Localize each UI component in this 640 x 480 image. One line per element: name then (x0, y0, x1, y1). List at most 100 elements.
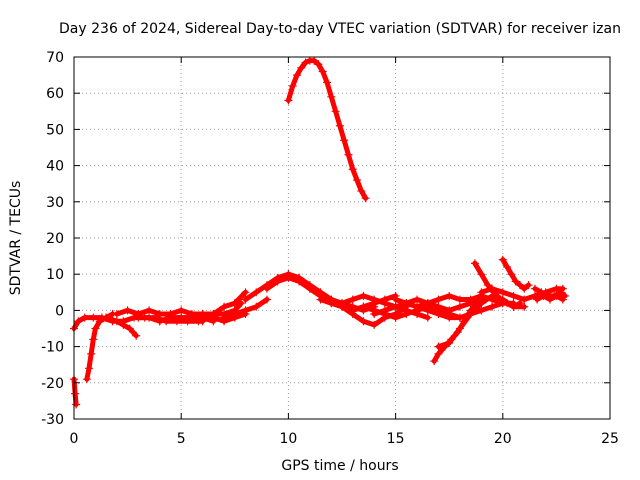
y-tick-label: -30 (41, 412, 64, 428)
data-point (470, 259, 480, 268)
data-point (380, 299, 389, 308)
data-point (155, 309, 164, 319)
data-point (430, 356, 439, 366)
data-point (359, 291, 368, 301)
data-point (515, 299, 525, 308)
data-point (496, 295, 505, 304)
data-point (477, 306, 486, 315)
data-point (533, 295, 542, 304)
y-tick-label: 20 (46, 231, 64, 247)
data-point (209, 309, 218, 319)
data-point (455, 295, 465, 304)
y-tick-label: 60 (46, 86, 64, 102)
data-point (144, 306, 154, 315)
data-point (423, 313, 432, 322)
series-arc-25 (533, 291, 567, 304)
data-point (134, 313, 143, 322)
data-point (445, 291, 454, 301)
data-point (112, 317, 121, 326)
data-point (310, 56, 319, 65)
data-point (80, 313, 89, 322)
data-point (284, 270, 293, 279)
data-point (219, 313, 229, 322)
grid (74, 57, 610, 419)
data-point (241, 306, 250, 315)
data-point (402, 309, 411, 319)
data-point (284, 96, 293, 105)
data-point (361, 194, 370, 203)
y-tick-label: 40 (46, 159, 64, 175)
data-point (391, 313, 400, 322)
y-tick-label: -20 (41, 376, 64, 392)
data-point (102, 313, 111, 322)
data-point (357, 186, 366, 196)
data-point (305, 280, 314, 290)
data-point (539, 291, 548, 301)
data-point (515, 280, 525, 290)
series-arc-26 (284, 56, 370, 203)
data-point (348, 306, 357, 315)
data-point (252, 288, 261, 297)
data-point (359, 317, 368, 326)
data-point (487, 284, 497, 293)
data-point (477, 299, 486, 308)
data-point (412, 302, 422, 311)
series-arc-9 (209, 288, 250, 319)
data-point (530, 284, 540, 293)
data-point (509, 302, 518, 311)
data-point (423, 306, 432, 315)
data-point (370, 295, 379, 304)
data-point (241, 288, 250, 297)
series-arc-12 (262, 273, 400, 315)
data-point (125, 324, 134, 333)
data-point (520, 295, 529, 304)
data-point (89, 335, 98, 344)
data-point (477, 270, 486, 279)
data-point (402, 299, 411, 308)
data-point (295, 273, 304, 282)
data-point (132, 331, 141, 340)
series-arc-22 (498, 255, 533, 293)
data-point (262, 284, 272, 293)
data-point (119, 320, 128, 329)
y-tick-label: 0 (55, 303, 64, 319)
data-point (487, 302, 497, 311)
data-point (352, 175, 362, 185)
data-point (370, 309, 379, 319)
data-point (252, 302, 261, 311)
data-point (230, 309, 239, 319)
data-point (502, 262, 512, 272)
data-point (370, 320, 379, 329)
data-point (524, 280, 533, 290)
data-point (155, 317, 164, 326)
data-point (483, 280, 492, 290)
data-point (455, 324, 465, 333)
data-point (89, 313, 98, 322)
x-tick-label: 25 (601, 431, 619, 447)
data-point (423, 299, 432, 308)
data-point (87, 349, 96, 358)
data-point (70, 389, 80, 398)
data-point (340, 136, 349, 145)
y-tick-label: 10 (46, 267, 64, 283)
data-point (552, 291, 561, 301)
data-point (556, 288, 565, 297)
data-point (95, 317, 104, 326)
y-axis: -30 -20 -10 0 10 20 30 40 50 60 70 (41, 50, 610, 428)
data-point (511, 277, 520, 286)
y-axis-label: SDTVAR / TECUs (8, 181, 24, 296)
x-tick-label: 20 (494, 431, 512, 447)
data-point (327, 299, 336, 308)
data-point (314, 60, 323, 69)
data-point (445, 338, 454, 348)
data-point (380, 306, 389, 315)
data-point (545, 295, 555, 304)
data-point (177, 313, 186, 322)
data-point (230, 299, 239, 308)
data-point (445, 313, 454, 322)
data-point (166, 313, 175, 322)
data-point (112, 309, 121, 319)
data-point (502, 299, 512, 308)
series-arc-1 (69, 375, 81, 409)
